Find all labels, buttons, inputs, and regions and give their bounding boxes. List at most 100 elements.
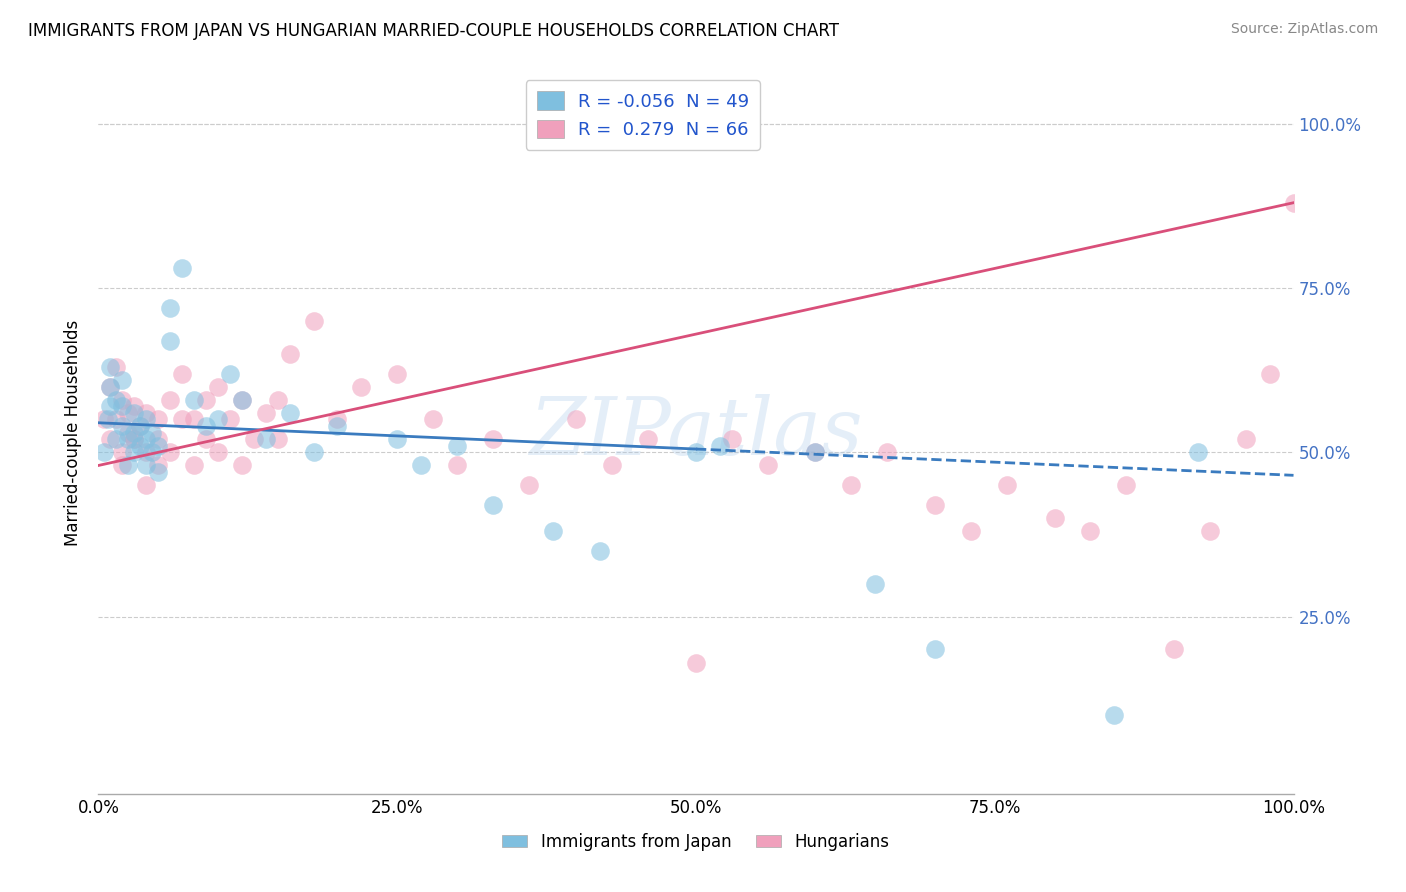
Point <box>195 432 218 446</box>
Point <box>207 445 229 459</box>
Point <box>1187 445 1209 459</box>
Point <box>148 465 170 479</box>
Point <box>267 432 290 446</box>
Point <box>172 367 194 381</box>
Point <box>637 432 659 446</box>
Point <box>709 439 731 453</box>
Point <box>172 412 194 426</box>
Point <box>685 445 707 459</box>
Point <box>231 392 253 407</box>
Point <box>685 656 707 670</box>
Point <box>124 432 146 446</box>
Point <box>124 445 146 459</box>
Point <box>267 392 290 407</box>
Point <box>98 379 122 393</box>
Point <box>207 379 229 393</box>
Point <box>129 439 152 453</box>
Point <box>124 425 146 440</box>
Point <box>105 432 128 446</box>
Point <box>517 478 540 492</box>
Point <box>841 478 863 492</box>
Point <box>98 359 122 374</box>
Point <box>195 419 218 434</box>
Point <box>117 458 139 473</box>
Point <box>1163 642 1185 657</box>
Point <box>219 367 242 381</box>
Point <box>960 524 983 538</box>
Point <box>995 478 1018 492</box>
Point <box>1234 432 1257 446</box>
Point <box>924 642 946 657</box>
Point <box>481 498 505 512</box>
Text: ZIPatlas: ZIPatlas <box>529 394 863 471</box>
Point <box>541 524 564 538</box>
Point <box>124 432 146 446</box>
Point <box>98 400 122 414</box>
Point <box>1282 195 1305 210</box>
Point <box>117 406 139 420</box>
Point <box>117 425 139 440</box>
Point <box>195 392 218 407</box>
Point <box>159 301 181 315</box>
Point <box>1043 511 1066 525</box>
Point <box>565 412 588 426</box>
Point <box>97 412 120 426</box>
Point <box>385 432 409 446</box>
Point <box>105 412 128 426</box>
Point <box>111 392 134 407</box>
Point <box>804 445 827 459</box>
Point <box>326 412 349 426</box>
Point <box>135 432 157 446</box>
Point <box>411 458 433 473</box>
Point <box>141 425 163 440</box>
Legend: Immigrants from Japan, Hungarians: Immigrants from Japan, Hungarians <box>496 827 896 858</box>
Point <box>135 458 157 473</box>
Point <box>1080 524 1102 538</box>
Point <box>231 458 253 473</box>
Point <box>111 400 134 414</box>
Point <box>135 412 157 426</box>
Point <box>117 432 139 446</box>
Point <box>350 379 373 393</box>
Point <box>135 445 157 459</box>
Point <box>111 445 134 459</box>
Point <box>105 359 128 374</box>
Point <box>278 347 301 361</box>
Point <box>183 458 205 473</box>
Point <box>1258 367 1281 381</box>
Point <box>1104 708 1126 723</box>
Point <box>135 478 157 492</box>
Point <box>148 412 170 426</box>
Point <box>111 373 134 387</box>
Point <box>111 458 134 473</box>
Point <box>172 261 194 276</box>
Point <box>124 400 146 414</box>
Point <box>804 445 827 459</box>
Point <box>98 432 122 446</box>
Point <box>207 412 229 426</box>
Point <box>159 334 181 348</box>
Point <box>159 445 181 459</box>
Point <box>148 458 170 473</box>
Point <box>231 392 253 407</box>
Point <box>148 439 170 453</box>
Point <box>93 445 115 459</box>
Point <box>254 406 277 420</box>
Point <box>1115 478 1137 492</box>
Point <box>183 412 205 426</box>
Point <box>756 458 779 473</box>
Point <box>148 432 170 446</box>
Point <box>183 392 205 407</box>
Point <box>385 367 409 381</box>
Text: IMMIGRANTS FROM JAPAN VS HUNGARIAN MARRIED-COUPLE HOUSEHOLDS CORRELATION CHART: IMMIGRANTS FROM JAPAN VS HUNGARIAN MARRI… <box>28 22 839 40</box>
Point <box>422 412 444 426</box>
Point <box>243 432 266 446</box>
Y-axis label: Married-couple Households: Married-couple Households <box>65 319 83 546</box>
Point <box>589 544 612 558</box>
Point <box>159 392 181 407</box>
Point <box>98 379 122 393</box>
Point <box>93 412 115 426</box>
Point <box>111 419 134 434</box>
Text: Source: ZipAtlas.com: Source: ZipAtlas.com <box>1230 22 1378 37</box>
Point <box>105 392 128 407</box>
